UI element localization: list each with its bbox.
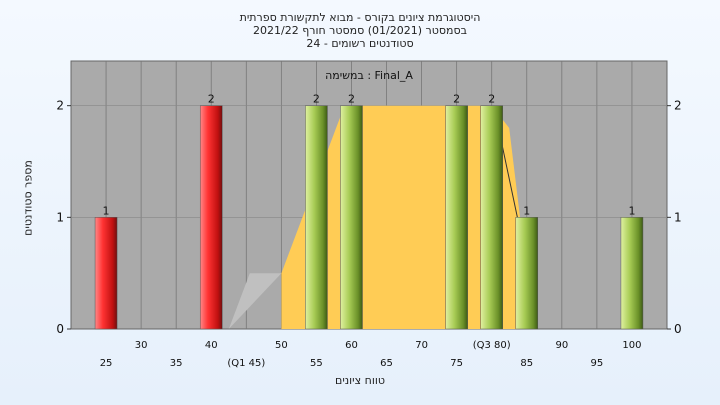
y-axis-label: מספר סטודנטים xyxy=(21,160,35,236)
x-tick-label: 70 xyxy=(415,340,428,351)
x-tick-label: 65 xyxy=(380,358,393,369)
bar xyxy=(445,105,468,330)
x-tick-label: 90 xyxy=(555,340,568,351)
lower-range-area xyxy=(228,273,282,329)
x-tick-label: 25 xyxy=(100,358,113,369)
y-tick-label: 1 xyxy=(56,210,64,224)
chart-title-line-1: היסטוגרמת ציונים בקורס - מבוא לתקשורת ספ… xyxy=(239,11,481,24)
bar-value-label: 2 xyxy=(208,93,215,106)
bar-value-label: 1 xyxy=(103,204,110,217)
bar xyxy=(515,217,539,330)
chart-title-line-2: בסמסטר (01/2021) סמסטר חורף 2021/22 xyxy=(253,24,467,37)
bar xyxy=(94,217,118,330)
x-tick-label: 30 xyxy=(135,340,148,351)
bar-value-label: 2 xyxy=(348,93,355,106)
x-tick-label: 55 xyxy=(310,358,323,369)
x-tick-label: 95 xyxy=(591,358,604,369)
x-tick-label: (Q1 45) xyxy=(227,358,265,369)
bar-value-label: 1 xyxy=(628,204,635,217)
x-tick-label: 75 xyxy=(450,358,463,369)
x-axis-label: טווח ציונים xyxy=(335,374,385,387)
bar-value-label: 2 xyxy=(453,93,460,106)
bar xyxy=(480,105,503,330)
bar xyxy=(305,105,328,330)
y-tick-label: 0 xyxy=(56,322,64,336)
x-tick-label: 100 xyxy=(622,340,641,351)
bar xyxy=(199,105,223,330)
x-tick-label: 35 xyxy=(170,358,183,369)
bar-value-label: 2 xyxy=(488,93,495,106)
y-tick-label: 2 xyxy=(56,99,64,113)
x-tick-label: (Q3 80) xyxy=(473,340,511,351)
x-tick-label: 85 xyxy=(520,358,533,369)
x-tick-label: 60 xyxy=(345,340,358,351)
bar-value-label: 1 xyxy=(523,204,530,217)
y-tick-label-right: 2 xyxy=(674,99,682,113)
bar-value-label: 2 xyxy=(313,93,320,106)
chart-subtitle: במשימה : Final_A xyxy=(325,69,413,82)
bar xyxy=(620,217,644,330)
y-tick-label-right: 0 xyxy=(674,322,682,336)
x-tick-label: 50 xyxy=(275,340,288,351)
bar xyxy=(340,105,363,330)
x-tick-label: 40 xyxy=(205,340,218,351)
y-tick-label-right: 1 xyxy=(674,210,682,224)
chart-title-line-3: 24 - סטודנטים רשומים xyxy=(306,37,414,50)
